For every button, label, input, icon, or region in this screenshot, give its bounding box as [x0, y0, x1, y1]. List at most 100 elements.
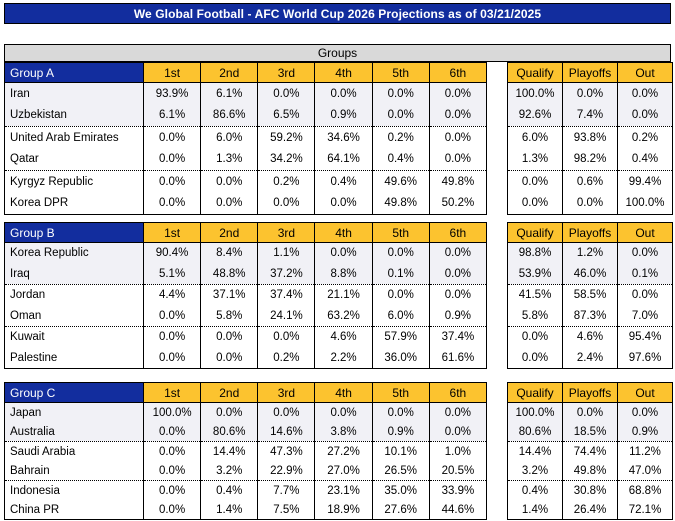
position-probability-cell: 0.2% — [257, 170, 316, 193]
outcome-column-header: Playoffs — [562, 222, 618, 243]
outcome-probability-cell: 0.0% — [562, 402, 618, 422]
position-probability-cell: 0.0% — [257, 192, 316, 215]
position-probability-cell: 0.0% — [142, 347, 202, 369]
outcome-probability-cell: 47.0% — [617, 461, 673, 481]
position-column-header: 6th — [428, 62, 488, 83]
team-name: Korea Republic — [4, 242, 144, 264]
position-probability-cell: 22.9% — [257, 461, 316, 481]
group-name-header: Group A — [4, 62, 144, 83]
position-probability-cell: 0.0% — [142, 461, 202, 481]
outcome-probability-cell: 14.4% — [507, 441, 563, 461]
outcome-row: 0.0% 4.6% 95.4% — [507, 326, 673, 348]
team-name: Uzbekistan — [4, 104, 144, 127]
position-probability-cell: 0.0% — [428, 148, 488, 171]
position-probability-cell: 37.4% — [428, 326, 488, 348]
position-probability-cell: 63.2% — [314, 305, 373, 327]
outcome-probability-cell: 0.1% — [617, 263, 673, 285]
team-row: Japan 100.0% 0.0% 0.0% 0.0% 0.0% 0.0% — [4, 402, 488, 422]
outcome-probability-cell: 0.0% — [617, 242, 673, 264]
position-probability-cell: 0.0% — [314, 82, 373, 105]
outcome-row: 14.4% 74.4% 11.2% — [507, 441, 673, 461]
position-probability-cell: 0.0% — [428, 402, 488, 422]
team-name: Kuwait — [4, 326, 144, 348]
position-probability-cell: 0.0% — [314, 192, 373, 215]
position-probability-cell: 0.0% — [428, 126, 488, 149]
position-probability-cell: 0.0% — [142, 441, 202, 461]
position-probability-cell: 4.4% — [142, 284, 202, 306]
position-probability-cell: 5.8% — [200, 305, 259, 327]
position-probability-cell: 0.0% — [371, 284, 430, 306]
position-probability-cell: 100.0% — [142, 402, 202, 422]
position-column-header: 3rd — [257, 222, 316, 243]
outcome-row: 80.6% 18.5% 0.9% — [507, 422, 673, 442]
position-probability-cell: 0.1% — [371, 263, 430, 285]
team-name: Japan — [4, 402, 144, 422]
position-probability-cell: 0.0% — [314, 242, 373, 264]
position-probability-cell: 20.5% — [428, 461, 488, 481]
team-row: Kuwait 0.0% 0.0% 0.0% 4.6% 57.9% 37.4% — [4, 326, 488, 348]
position-probability-cell: 37.1% — [200, 284, 259, 306]
team-row: Qatar 0.0% 1.3% 34.2% 64.1% 0.4% 0.0% — [4, 148, 488, 171]
outcome-column-header: Playoffs — [562, 62, 618, 83]
position-probability-cell: 0.0% — [200, 347, 259, 369]
outcome-probability-cell: 0.2% — [617, 126, 673, 149]
position-probability-cell: 0.0% — [257, 82, 316, 105]
position-column-header: 6th — [428, 382, 488, 403]
team-row: Saudi Arabia 0.0% 14.4% 47.3% 27.2% 10.1% 1.0% — [4, 441, 488, 461]
position-probability-cell: 35.0% — [371, 480, 430, 500]
position-column-header: 5th — [371, 62, 430, 83]
outcome-probability-cell: 0.4% — [507, 480, 563, 500]
position-probability-cell: 0.0% — [257, 326, 316, 348]
outcome-row: 100.0% 0.0% 0.0% — [507, 402, 673, 422]
outcome-probability-cell: 6.0% — [507, 126, 563, 149]
position-probability-cell: 0.0% — [142, 126, 202, 149]
position-probability-cell: 8.4% — [200, 242, 259, 264]
outcome-probability-cell: 0.0% — [507, 192, 563, 215]
position-probability-cell: 37.2% — [257, 263, 316, 285]
outcome-row: 92.6% 7.4% 0.0% — [507, 104, 673, 127]
team-name: Indonesia — [4, 480, 144, 500]
outcome-probability-cell: 3.2% — [507, 461, 563, 481]
position-probability-cell: 0.4% — [200, 480, 259, 500]
position-probability-cell: 0.0% — [371, 242, 430, 264]
outcome-probability-cell: 0.0% — [562, 192, 618, 215]
outcome-probability-cell: 7.0% — [617, 305, 673, 327]
outcome-probability-cell: 92.6% — [507, 104, 563, 127]
position-column-header: 1st — [142, 222, 202, 243]
outcome-column-header: Qualify — [507, 382, 563, 403]
outcome-column-header: Out — [617, 382, 673, 403]
position-probability-cell: 0.4% — [371, 148, 430, 171]
position-probability-cell: 27.2% — [314, 441, 373, 461]
group-header-row: Group A 1st 2nd 3rd 4th 5th 6th — [4, 62, 488, 83]
position-column-header: 6th — [428, 222, 488, 243]
outcome-probability-cell: 7.4% — [562, 104, 618, 127]
outcome-probability-cell: 4.6% — [562, 326, 618, 348]
position-probability-cell: 0.0% — [428, 284, 488, 306]
position-probability-cell: 64.1% — [314, 148, 373, 171]
outcome-probability-cell: 0.9% — [617, 422, 673, 442]
position-probability-cell: 0.0% — [200, 192, 259, 215]
position-probability-cell: 57.9% — [371, 326, 430, 348]
team-row: China PR 0.0% 1.4% 7.5% 18.9% 27.6% 44.6% — [4, 500, 488, 520]
group-positions-table: Group B 1st 2nd 3rd 4th 5th 6th Korea Republi… — [4, 222, 488, 369]
group-header-row: Group B 1st 2nd 3rd 4th 5th 6th — [4, 222, 488, 243]
team-name: Iran — [4, 82, 144, 105]
team-name: Australia — [4, 422, 144, 442]
position-probability-cell: 0.0% — [371, 82, 430, 105]
outcome-probability-cell: 5.8% — [507, 305, 563, 327]
position-probability-cell: 27.0% — [314, 461, 373, 481]
position-probability-cell: 47.3% — [257, 441, 316, 461]
position-probability-cell: 0.0% — [200, 326, 259, 348]
outcome-probability-cell: 0.0% — [507, 326, 563, 348]
outcome-probability-cell: 98.8% — [507, 242, 563, 264]
position-probability-cell: 50.2% — [428, 192, 488, 215]
outcome-row: 98.8% 1.2% 0.0% — [507, 242, 673, 264]
outcome-probability-cell: 1.3% — [507, 148, 563, 171]
position-probability-cell: 0.0% — [428, 263, 488, 285]
group-positions-table: Group C 1st 2nd 3rd 4th 5th 6th Japan 100.0% 0.… — [4, 382, 488, 520]
outcome-probability-cell: 1.4% — [507, 500, 563, 520]
position-probability-cell: 0.0% — [142, 305, 202, 327]
outcome-probability-cell: 72.1% — [617, 500, 673, 520]
outcome-column-header: Qualify — [507, 62, 563, 83]
group-name-header: Group B — [4, 222, 144, 243]
